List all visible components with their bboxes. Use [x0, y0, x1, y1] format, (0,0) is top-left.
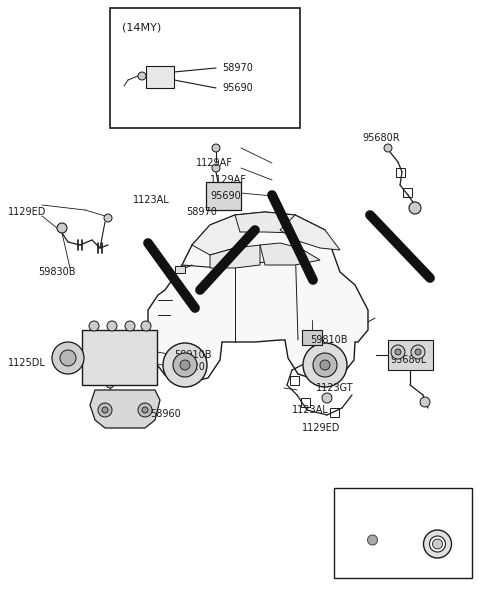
Polygon shape — [148, 212, 368, 383]
Circle shape — [102, 407, 108, 413]
Text: 95690: 95690 — [210, 191, 241, 201]
Circle shape — [141, 321, 151, 331]
Bar — [302, 330, 322, 345]
Circle shape — [368, 535, 377, 545]
Text: 58970: 58970 — [186, 207, 217, 217]
Polygon shape — [192, 215, 260, 255]
Circle shape — [391, 345, 405, 359]
Text: 1129AF: 1129AF — [210, 175, 247, 185]
Bar — [334, 488, 472, 578]
Circle shape — [180, 360, 190, 370]
Text: 1339CC: 1339CC — [419, 494, 456, 504]
Polygon shape — [210, 245, 260, 268]
Circle shape — [138, 403, 152, 417]
Polygon shape — [235, 212, 325, 233]
Circle shape — [322, 393, 332, 403]
Circle shape — [89, 321, 99, 331]
Text: 58910B: 58910B — [174, 350, 212, 360]
Circle shape — [163, 343, 207, 387]
Circle shape — [313, 353, 337, 377]
Polygon shape — [260, 243, 320, 265]
Text: 1123AL: 1123AL — [292, 405, 329, 415]
Text: (14MY): (14MY) — [122, 22, 161, 32]
Text: 58920: 58920 — [174, 362, 205, 372]
Circle shape — [107, 321, 117, 331]
Text: 95680R: 95680R — [362, 133, 400, 143]
Bar — [330, 408, 339, 417]
Text: 1123GT: 1123GT — [316, 383, 354, 393]
Text: 95680L: 95680L — [390, 355, 426, 365]
Circle shape — [411, 345, 425, 359]
Circle shape — [415, 349, 421, 355]
Circle shape — [409, 202, 421, 214]
Circle shape — [125, 321, 135, 331]
Polygon shape — [280, 215, 340, 250]
Circle shape — [106, 380, 114, 388]
Bar — [396, 168, 405, 177]
Bar — [175, 266, 185, 273]
Circle shape — [432, 539, 443, 549]
Text: 1129AF: 1129AF — [196, 158, 233, 168]
Circle shape — [52, 342, 84, 374]
Circle shape — [320, 360, 330, 370]
Bar — [206, 182, 241, 210]
Circle shape — [303, 343, 347, 387]
Text: 59830B: 59830B — [38, 267, 75, 277]
Text: 1123AL: 1123AL — [133, 195, 170, 205]
Circle shape — [395, 349, 401, 355]
Bar — [301, 398, 310, 407]
Circle shape — [212, 164, 220, 172]
Text: 1129ED: 1129ED — [302, 423, 340, 433]
Text: 1125DL: 1125DL — [8, 358, 46, 368]
Text: 1129ED: 1129ED — [8, 207, 47, 217]
Circle shape — [212, 144, 220, 152]
Circle shape — [57, 223, 67, 233]
Circle shape — [98, 403, 112, 417]
Circle shape — [420, 397, 430, 407]
Text: 95690: 95690 — [222, 83, 253, 93]
Bar — [110, 8, 300, 128]
Text: 58970: 58970 — [222, 63, 253, 73]
Circle shape — [423, 530, 452, 558]
Bar — [388, 340, 433, 370]
Bar — [146, 66, 174, 88]
Circle shape — [173, 353, 197, 377]
Circle shape — [430, 536, 445, 552]
Circle shape — [104, 214, 112, 222]
Circle shape — [142, 407, 148, 413]
Circle shape — [60, 350, 76, 366]
Circle shape — [384, 144, 392, 152]
Text: 1130DB: 1130DB — [349, 494, 388, 504]
Circle shape — [138, 72, 146, 80]
Bar — [290, 376, 299, 385]
Text: 58960: 58960 — [150, 409, 181, 419]
Bar — [403, 188, 412, 197]
Polygon shape — [90, 390, 160, 428]
Bar — [82, 330, 157, 385]
Text: 59810B: 59810B — [310, 335, 348, 345]
